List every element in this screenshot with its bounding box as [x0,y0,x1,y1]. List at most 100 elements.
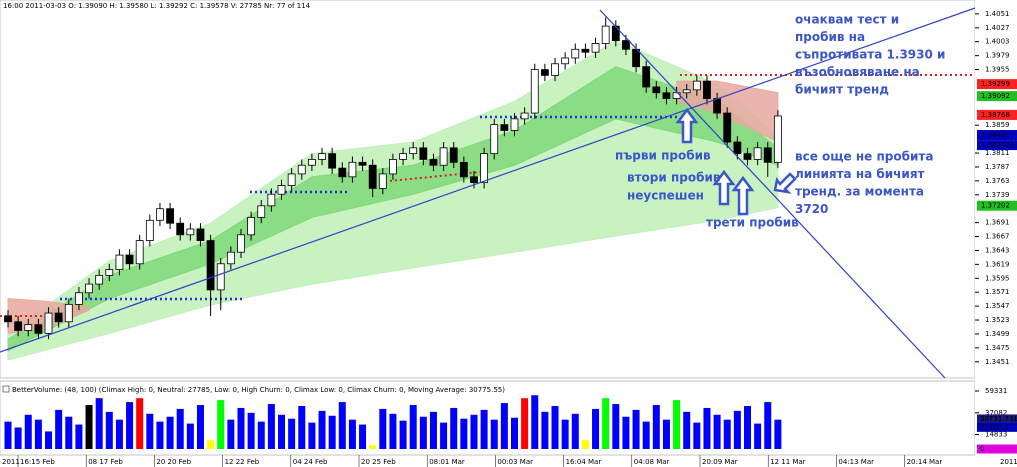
candle-body [743,153,752,160]
candle-body [662,92,671,99]
volume-bar [369,445,377,449]
panel-close[interactable] [2,385,10,393]
candle-body [429,159,438,166]
candle-body [156,208,164,221]
candle-body [500,124,509,131]
annotation-line: бичият тренд [795,83,889,97]
candle-body [723,112,732,143]
volume-label: 0 [980,445,984,453]
candle-body [75,292,83,305]
candle-body [166,208,174,224]
candle-body [85,283,93,294]
volume-bar [774,419,782,449]
volume-bar [399,420,407,449]
candle-body [510,118,519,131]
x-tick-label: 2011 [1000,458,1017,466]
candle-body [257,205,266,218]
volume-bar [652,405,660,449]
volume-bar [65,416,73,449]
x-tick-label: 12 22 Feb [225,458,260,466]
candle-body [419,147,428,160]
volume-tick-label: 14833 [985,431,1007,439]
y-tick-label: 1.3619 [985,260,1010,268]
volume-bar [186,423,194,449]
y-tick-label: 1.3979 [985,52,1010,60]
price-label: 1.39092 [981,92,1010,100]
volume-bar [267,404,275,449]
y-tick-label: 1.3691 [985,219,1010,227]
volume-bar [450,407,458,449]
volume-bar [551,405,559,449]
volume-bar [470,414,478,449]
candle-body [125,254,134,265]
volume-bar [592,408,600,449]
volume-bar [146,413,154,449]
price-label: 1.37202 [981,202,1010,210]
price-label-box [977,200,1017,211]
candle-body [642,66,651,88]
candle-body [186,228,195,236]
y-tick-label: 1.3571 [985,288,1010,296]
candle-body [318,153,326,160]
y-tick-label: 1.3643 [985,246,1010,254]
volume-bar [541,411,549,449]
price-label: 1.38421 [981,131,1010,139]
y-tick-label: 1.3451 [985,358,1010,366]
volume-bar [490,419,498,449]
volume-label-box [977,444,1017,454]
candle-body [176,222,185,236]
volume-bar [4,421,12,449]
annotation-line: тренд. за момента [795,185,924,199]
candle-body [439,147,448,166]
candle-body [267,193,276,207]
candle-body [307,159,316,166]
volume-bar [521,398,529,449]
volume-tick-label: 59331 [985,387,1007,395]
arrows [675,107,797,216]
volume-bar [511,417,518,449]
price-axis [975,0,1017,467]
candle-body [64,303,73,323]
candle-body [480,153,489,184]
x-tick-label: 20 25 Feb [361,458,396,466]
candle-body [652,86,661,94]
x-tick-label: 2011 [2,458,20,466]
y-tick-label: 1.4003 [985,38,1010,46]
volume-bar [743,405,751,449]
candle-body [622,40,630,50]
candle-body [409,147,418,155]
x-tick-label: 08 17 Feb [88,458,123,466]
y-tick-label: 1.3739 [985,191,1010,199]
candle-body [703,80,711,99]
candle-body [4,315,12,323]
y-tick-label: 1.3523 [985,316,1010,324]
volume-bar [389,413,397,449]
volume-bar [237,407,245,449]
volume-bar [126,402,134,449]
volume-bar [217,400,225,449]
volume-bar [379,408,387,449]
volume-bar [207,440,215,449]
candle-body [105,269,114,276]
volume-tick-label: 37082 [985,409,1007,417]
candle-body [591,43,600,53]
candle-body [753,147,762,160]
candle-body [713,98,721,114]
volume-bar [247,412,255,449]
y-tick-label: 1.3763 [985,177,1010,185]
volume-bar [338,402,346,449]
x-tick-label: 16:04 Mar [566,458,602,466]
candle-body [459,161,468,178]
volume-bar [227,419,235,449]
price-label: 1.382474 [981,141,1015,149]
price-label-box [977,79,1017,90]
candle-body [490,124,499,155]
x-tick-label: 00:03 Mar [497,458,533,466]
volume-bar [531,395,539,449]
candle-body [611,25,620,41]
volume-bar [440,422,448,449]
volume-bar [85,405,93,449]
volume-bar [733,410,741,449]
candle-body [95,274,104,285]
